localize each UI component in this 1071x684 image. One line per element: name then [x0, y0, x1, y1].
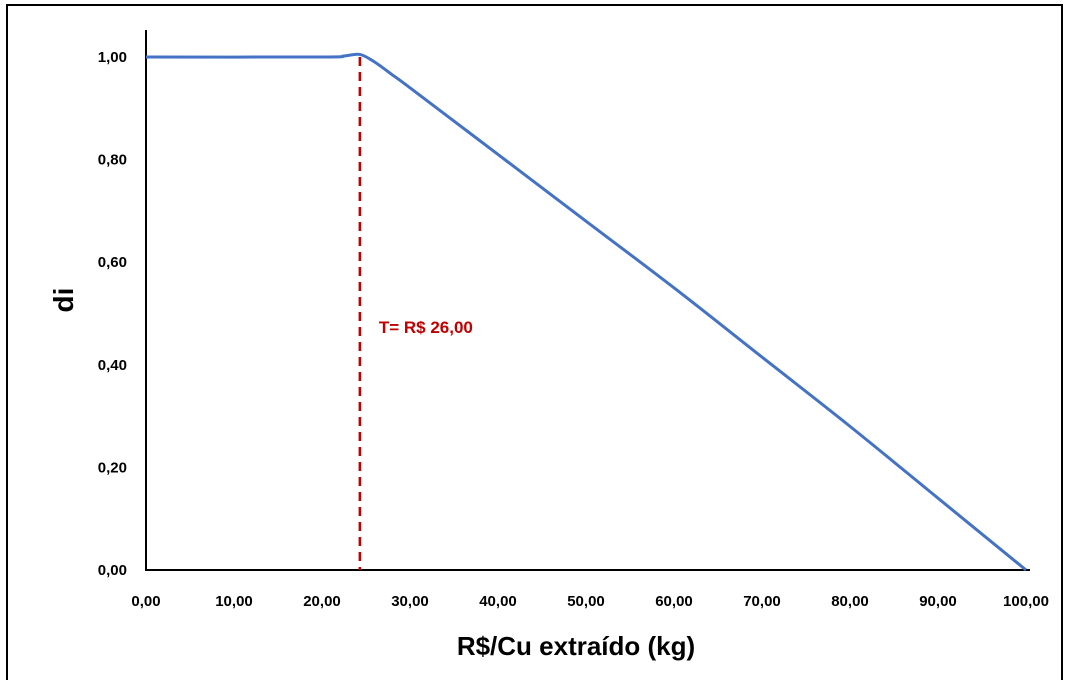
y-tick-label: 0,40: [98, 357, 127, 374]
x-tick-labels: 0,00 10,00 20,00 30,00 40,00 50,00 60,00 70,00 8…: [131, 593, 1049, 610]
x-tick-label: 60,00: [655, 593, 693, 610]
y-tick-labels: 0,00 0,20 0,40 0,60 0,80 1,00: [98, 49, 127, 579]
x-tick-label: 70,00: [743, 593, 781, 610]
threshold-label: T= R$ 26,00: [379, 318, 473, 337]
x-axis-title: R$/Cu extraído (kg): [457, 631, 695, 661]
x-tick-label: 0,00: [131, 593, 160, 610]
axes: [145, 30, 1030, 571]
x-tick-label: 10,00: [215, 593, 253, 610]
y-tick-label: 0,20: [98, 459, 127, 476]
y-tick-label: 0,80: [98, 152, 127, 169]
x-tick-label: 50,00: [567, 593, 605, 610]
x-tick-label: 90,00: [919, 593, 957, 610]
x-tick-label: 20,00: [303, 593, 341, 610]
y-tick-label: 0,00: [98, 562, 127, 579]
x-tick-label: 30,00: [391, 593, 429, 610]
y-tick-label: 0,60: [98, 254, 127, 271]
y-tick-label: 1,00: [98, 49, 127, 66]
series-line: [145, 52, 1027, 572]
x-tick-label: 100,00: [1003, 593, 1049, 610]
series-group: [145, 52, 1027, 572]
y-axis-title: di: [48, 288, 79, 313]
x-tick-label: 40,00: [479, 593, 517, 610]
x-tick-label: 80,00: [831, 593, 869, 610]
chart-frame: [6, 4, 1063, 680]
